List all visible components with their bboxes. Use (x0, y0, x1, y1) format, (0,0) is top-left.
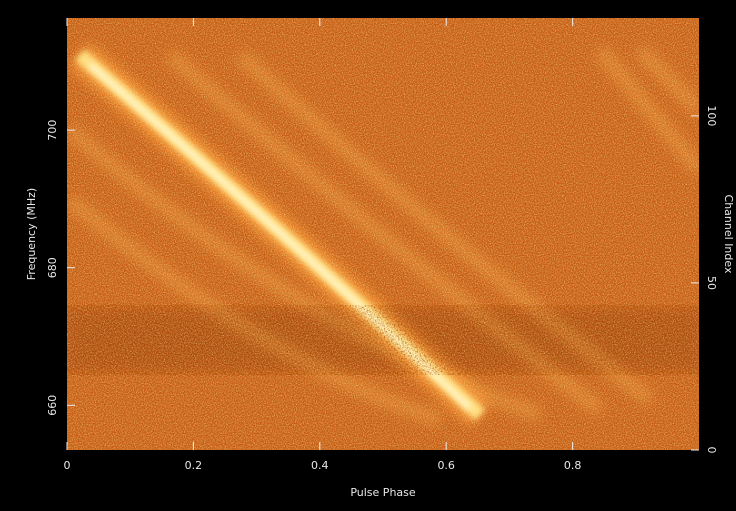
y2-axis-label: Channel Index (722, 195, 735, 274)
y-tick-label: 680 (46, 257, 59, 278)
x-tick-label: 0.6 (437, 459, 455, 472)
x-tick-label: 0.8 (564, 459, 582, 472)
y-axis-label: Frequency (MHz) (25, 188, 38, 280)
x-axis-label: Pulse Phase (350, 486, 416, 499)
x-tick-label: 0.2 (185, 459, 203, 472)
x-tick-label: 0 (64, 459, 71, 472)
x-tick-label: 0.4 (311, 459, 329, 472)
waterfall-image (67, 18, 699, 450)
y2-tick-label: 0 (705, 447, 718, 454)
y2-tick-label: 50 (705, 276, 718, 290)
y-tick-label: 700 (46, 120, 59, 141)
y2-tick-label: 100 (705, 105, 718, 126)
y-tick-label: 660 (46, 395, 59, 416)
